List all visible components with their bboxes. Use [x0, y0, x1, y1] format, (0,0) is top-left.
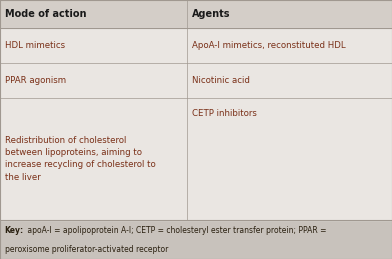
Text: Nicotinic acid: Nicotinic acid — [192, 76, 250, 85]
Bar — [0, 63, 392, 98]
Text: Key:: Key: — [5, 226, 24, 235]
Bar — [0, 28, 392, 63]
Text: ApoA-I mimetics, reconstituted HDL: ApoA-I mimetics, reconstituted HDL — [192, 41, 346, 50]
Text: CETP inhibitors: CETP inhibitors — [192, 109, 257, 118]
Text: Redistribution of cholesterol
between lipoproteins, aiming to
increase recycling: Redistribution of cholesterol between li… — [5, 136, 156, 182]
Text: peroxisome proliferator-activated receptor: peroxisome proliferator-activated recept… — [5, 245, 168, 254]
Text: PPAR agonism: PPAR agonism — [5, 76, 66, 85]
Bar — [0, 98, 392, 220]
Text: apoA-I = apolipoprotein A-I; CETP = cholesteryl ester transfer protein; PPAR =: apoA-I = apolipoprotein A-I; CETP = chol… — [25, 226, 327, 235]
Text: Agents: Agents — [192, 9, 230, 19]
Text: Mode of action: Mode of action — [5, 9, 86, 19]
Bar — [0, 220, 392, 259]
Text: HDL mimetics: HDL mimetics — [5, 41, 65, 50]
Bar — [0, 0, 392, 28]
